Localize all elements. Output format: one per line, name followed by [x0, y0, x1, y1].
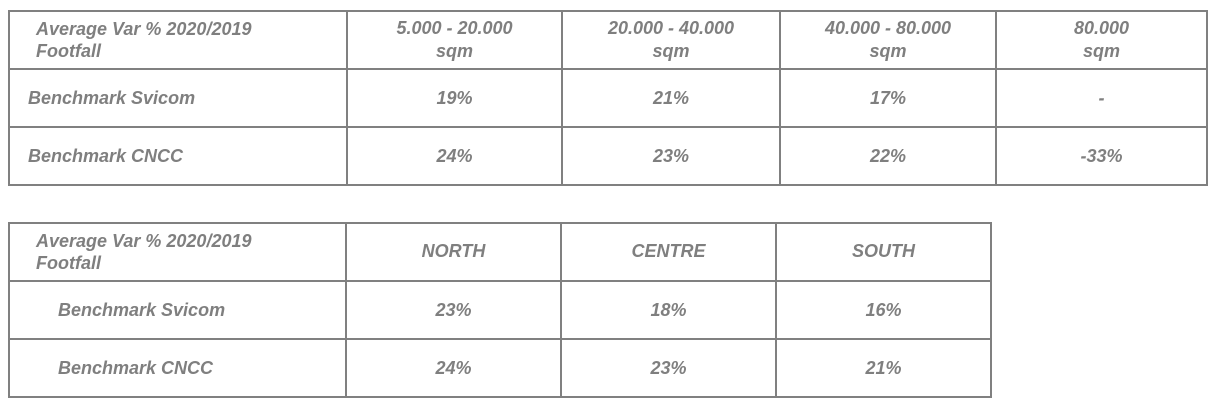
column-header-centre: CENTRE [560, 222, 777, 282]
corner-header: Average Var % 2020/2019 Footfall [8, 222, 347, 282]
cell-value: 23% [561, 126, 781, 186]
footfall-by-size-table: Average Var % 2020/2019 Footfall 5.000 -… [8, 10, 1208, 186]
cell-value: 21% [561, 68, 781, 128]
cell-value: 16% [775, 280, 992, 340]
row-label-benchmark-cncc: Benchmark CNCC [8, 338, 347, 398]
cell-value: - [995, 68, 1208, 128]
row-label-benchmark-svicom: Benchmark Svicom [8, 68, 348, 128]
corner-header: Average Var % 2020/2019 Footfall [8, 10, 348, 70]
cell-value: 19% [346, 68, 563, 128]
column-header-size-band-1: 5.000 - 20.000 sqm [346, 10, 563, 70]
cell-value: 24% [345, 338, 562, 398]
table-row: Benchmark CNCC 24% 23% 21% [8, 338, 992, 398]
cell-value: -33% [995, 126, 1208, 186]
column-header-size-band-2: 20.000 - 40.000 sqm [561, 10, 781, 70]
row-label-benchmark-cncc: Benchmark CNCC [8, 126, 348, 186]
table-row: Benchmark Svicom 23% 18% 16% [8, 280, 992, 340]
table-row: Benchmark Svicom 19% 21% 17% - [8, 68, 1208, 128]
row-label-benchmark-svicom: Benchmark Svicom [8, 280, 347, 340]
footfall-by-region-table: Average Var % 2020/2019 Footfall NORTH C… [8, 222, 992, 398]
column-header-south: SOUTH [775, 222, 992, 282]
cell-value: 23% [345, 280, 562, 340]
cell-value: 17% [779, 68, 997, 128]
cell-value: 18% [560, 280, 777, 340]
header-row: Average Var % 2020/2019 Footfall 5.000 -… [8, 10, 1208, 70]
column-header-size-band-3: 40.000 - 80.000 sqm [779, 10, 997, 70]
cell-value: 22% [779, 126, 997, 186]
column-header-size-band-4: 80.000 sqm [995, 10, 1208, 70]
cell-value: 21% [775, 338, 992, 398]
cell-value: 23% [560, 338, 777, 398]
header-row: Average Var % 2020/2019 Footfall NORTH C… [8, 222, 992, 282]
table-row: Benchmark CNCC 24% 23% 22% -33% [8, 126, 1208, 186]
cell-value: 24% [346, 126, 563, 186]
column-header-north: NORTH [345, 222, 562, 282]
